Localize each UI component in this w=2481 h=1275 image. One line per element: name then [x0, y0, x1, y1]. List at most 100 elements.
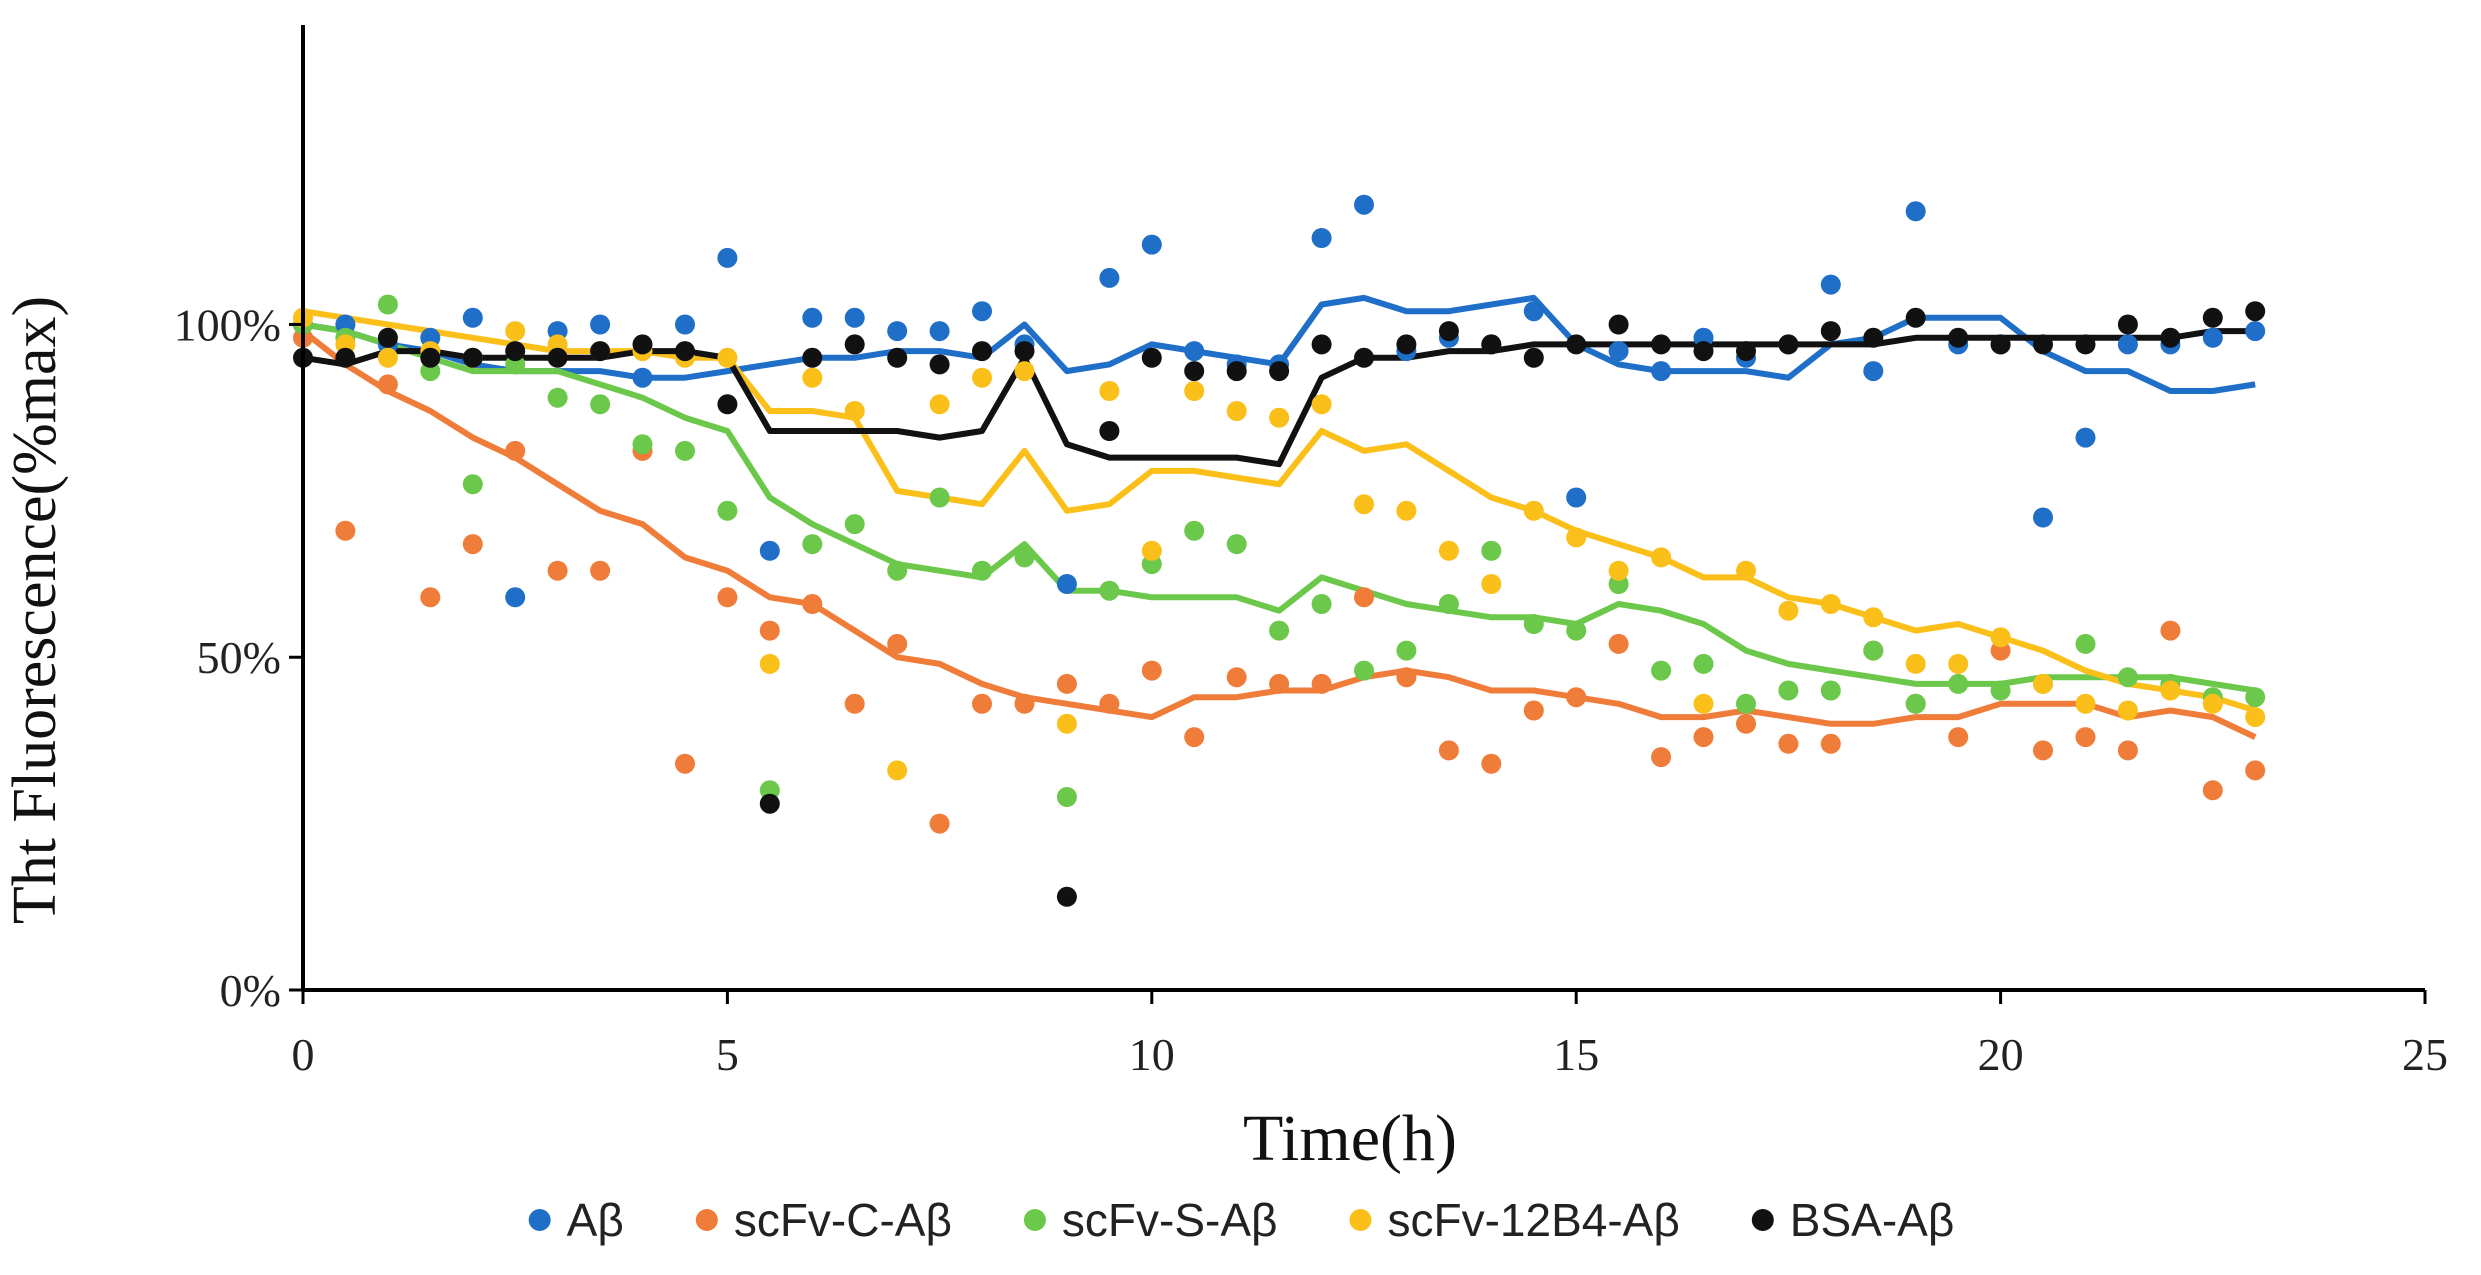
series-4-point	[462, 347, 483, 368]
series-0-point	[1184, 341, 1205, 362]
series-3-point	[1651, 547, 1672, 568]
series-4-point	[2075, 334, 2096, 355]
series-4-point	[632, 334, 653, 355]
legend-marker-3	[1349, 1209, 1372, 1231]
series-2-point	[1778, 680, 1799, 701]
series-3-point	[1736, 560, 1756, 581]
series-2-point	[1396, 640, 1417, 661]
series-4-point	[1948, 327, 1969, 348]
series-1-point	[1184, 727, 1205, 748]
series-4-point	[1566, 334, 1587, 355]
legend: Aβ scFv-C-Aβ scFv-S-Aβ scFv-12B4-Aβ BSA-Aβ	[528, 1194, 1954, 1246]
series-2-point	[1566, 620, 1587, 641]
series-1-point	[547, 560, 568, 581]
series-1-point	[2160, 620, 2181, 641]
series-4-point	[1014, 341, 1035, 362]
series-2-point	[1481, 540, 1502, 561]
series-1-point	[1141, 660, 1162, 681]
series-3-point	[2033, 673, 2053, 694]
series-1-point	[420, 587, 441, 608]
series-2-point	[2117, 667, 2138, 688]
series-1-point	[1354, 587, 1374, 608]
x-tick-label: 0	[292, 1029, 315, 1080]
series-4-point	[1820, 321, 1841, 342]
series-3-point	[1863, 607, 1884, 628]
series-1-point	[377, 374, 398, 395]
series-0-point	[2033, 507, 2053, 528]
series-2-point	[1354, 660, 1374, 681]
series-2-point	[462, 474, 483, 495]
y-tick-label: 0%	[220, 965, 281, 1016]
y-axis-title: Tht Fluorescence(%max)	[1, 296, 69, 924]
series-3-point	[1226, 401, 1247, 421]
series-1-point	[1651, 747, 1672, 768]
series-2-point	[1990, 680, 2011, 701]
axes	[289, 25, 2427, 1004]
series-2-point	[2075, 633, 2096, 654]
series-3-point	[1269, 407, 1290, 428]
series-1-point	[1566, 687, 1587, 708]
series-4-point	[2245, 301, 2266, 322]
series-2-point	[1014, 547, 1035, 568]
series-0-point	[759, 540, 780, 561]
series-1-point	[1014, 693, 1035, 714]
series-4-point	[1905, 307, 1926, 328]
series-2-point	[887, 560, 908, 581]
series-1-point	[1608, 633, 1629, 654]
series-4-point	[1863, 327, 1884, 348]
series-3-point	[1014, 361, 1035, 382]
x-tick-label: 20	[1978, 1029, 2024, 1080]
series-4-point	[590, 341, 611, 362]
series-2-point	[590, 394, 611, 415]
series-1-point	[1948, 727, 1969, 748]
series-0-point	[2117, 334, 2138, 355]
series-3-point	[1311, 394, 1332, 415]
series-4-point	[505, 341, 526, 362]
series-0-point	[1141, 234, 1162, 255]
series-4-point	[1226, 361, 1247, 382]
series-4-point	[844, 334, 865, 355]
series-4-point	[1523, 347, 1544, 368]
series-3-point	[1184, 381, 1205, 401]
series-0-point	[675, 314, 695, 335]
series-4-point	[929, 354, 950, 375]
series-2-point	[632, 434, 653, 455]
series-1-point	[1778, 733, 1799, 754]
series-4-point	[2202, 307, 2223, 328]
series-2-point	[675, 440, 695, 461]
series-1-point	[1820, 733, 1841, 754]
series-0-point	[1523, 301, 1544, 322]
series-2-point	[547, 387, 568, 408]
series-1-point	[2117, 740, 2138, 761]
series-4-point	[717, 394, 738, 415]
series-2-point	[377, 294, 398, 315]
series-0-point	[2245, 321, 2266, 342]
series-2-point	[1651, 660, 1672, 681]
series-3-point	[1396, 500, 1417, 521]
series-0-point	[887, 321, 908, 342]
series-3-point	[2117, 700, 2138, 721]
series-1-point	[802, 594, 823, 614]
series-4-point	[547, 347, 568, 368]
y-tick-label: 50%	[197, 632, 281, 683]
series-0-point	[2075, 427, 2096, 448]
series-2-point	[1438, 594, 1459, 614]
y-tick-label: 100%	[174, 299, 281, 350]
series-1-point	[1736, 713, 1756, 734]
series-2-point	[717, 500, 738, 521]
x-tick-label: 10	[1129, 1029, 1175, 1080]
series-0-point	[590, 314, 611, 335]
series-4-point	[759, 793, 780, 814]
series-3-point	[1608, 560, 1629, 581]
legend-marker-0	[528, 1209, 551, 1231]
series-2-point	[972, 560, 992, 581]
series-0-point	[505, 587, 526, 608]
series-1-point	[1056, 673, 1077, 694]
series-0-point	[1311, 228, 1332, 248]
series-4-point	[2033, 334, 2053, 355]
series-4-point	[1354, 347, 1374, 368]
series-0-point	[2202, 327, 2223, 348]
series-0-point	[802, 307, 823, 328]
series-2-point	[844, 514, 865, 535]
